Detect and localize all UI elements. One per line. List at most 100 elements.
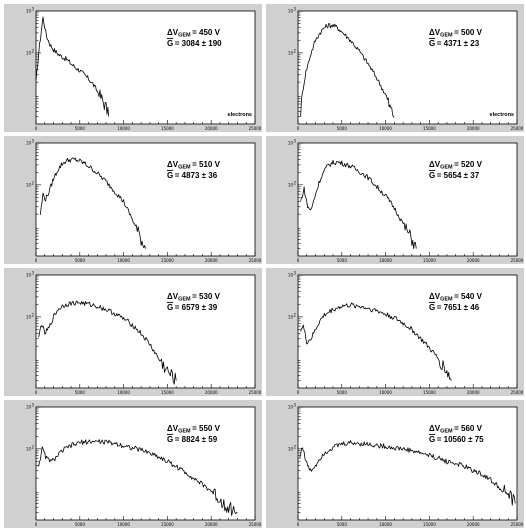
y-tick-exponent: 2 [32,444,35,449]
y-tick-exponent: 3 [294,7,297,12]
delta-v-annotation: ΔVGEM = 510 V [167,160,221,171]
plot-frame [35,10,256,125]
gain-annotation: G = 5654 ± 37 [429,171,480,180]
delta-v-label: ΔV [429,160,441,169]
x-tick-label: 5000 [337,258,348,263]
spectrum-series-line [38,439,238,516]
x-tick-label: 5000 [75,126,86,131]
delta-v-annotation: ΔVGEM = 540 V [429,292,483,303]
gain-annotation: G = 8824 ± 59 [167,435,218,444]
spectrum-panel: 0 5000 10000 15000 20000 25000 10 2 10 3 ΔVGEM = 53… [4,268,262,396]
gain-value: = 3084 ± 190 [175,39,222,48]
y-tick-exponent: 3 [32,139,35,144]
gain-annotation: G = 4873 ± 36 [167,171,218,180]
x-tick-label: 0 [35,522,38,527]
gain-label: G [167,303,173,312]
y-tick-exponent: 2 [32,48,35,53]
x-tick-label: 5000 [75,258,86,263]
spectrum-panel: 0 5000 10000 15000 20000 25000 10 2 10 3 ΔVGEM = 52… [266,136,524,264]
gain-value: = 5654 ± 37 [437,171,480,180]
x-tick-label: 25000 [511,522,524,527]
y-tick-exponent: 3 [32,403,35,408]
x-tick-label: 5000 [337,522,348,527]
x-tick-label: 15000 [423,390,436,395]
delta-v-value: = 510 V [192,160,220,169]
y-tick-label: 10 [288,141,294,146]
x-tick-label: 20000 [205,390,218,395]
plot-frame [297,406,518,521]
delta-v-annotation: ΔVGEM = 520 V [429,160,483,171]
delta-v-label: ΔV [167,160,179,169]
delta-v-value: = 540 V [454,292,482,301]
spectrum-panel: 0 5000 10000 15000 20000 25000 10 2 10 3 ΔVGEM = 45… [4,4,262,132]
y-tick-label: 10 [26,273,32,278]
x-tick-label: 25000 [249,126,262,131]
delta-v-annotation: ΔVGEM = 560 V [429,424,483,435]
x-tick-label: 15000 [161,126,174,131]
gain-annotation: G = 3084 ± 190 [167,39,222,48]
x-tick-label: 20000 [467,126,480,131]
x-tick-label: 15000 [161,522,174,527]
x-tick-label: 0 [297,258,300,263]
y-tick-label: 10 [26,50,32,55]
gain-annotation: G = 7651 ± 46 [429,303,480,312]
y-tick-label: 10 [288,446,294,451]
delta-v-value: = 530 V [192,292,220,301]
x-tick-label: 5000 [337,390,348,395]
x-tick-label: 20000 [467,258,480,263]
y-tick-exponent: 3 [294,403,297,408]
delta-v-value: = 560 V [454,424,482,433]
y-tick-label: 10 [288,9,294,14]
x-tick-label: 25000 [249,522,262,527]
delta-v-label: ΔV [167,424,179,433]
x-tick-label: 15000 [423,258,436,263]
plot-frame [297,10,518,125]
x-tick-label: 10000 [379,258,392,263]
delta-v-subscript: GEM [178,165,191,171]
x-tick-label: 20000 [205,522,218,527]
y-tick-label: 10 [26,182,32,187]
y-tick-exponent: 2 [294,48,297,53]
x-tick-label: 10000 [379,390,392,395]
spectrum-series-line [300,159,417,250]
gain-annotation: G = 10560 ± 75 [429,435,484,444]
gain-annotation: G = 6579 ± 39 [167,303,218,312]
y-tick-exponent: 2 [294,180,297,185]
gain-label: G [429,39,435,48]
x-tick-label: 0 [297,522,300,527]
x-tick-label: 20000 [467,390,480,395]
x-tick-label: 0 [35,390,38,395]
x-tick-label: 5000 [75,522,86,527]
y-tick-exponent: 3 [32,7,35,12]
spectrum-series-line [300,302,452,381]
delta-v-subscript: GEM [178,297,191,303]
gain-label: G [167,39,173,48]
delta-v-value: = 450 V [192,28,220,37]
spectrum-series-line [38,300,177,385]
delta-v-label: ΔV [167,292,179,301]
delta-v-subscript: GEM [440,165,453,171]
gain-value: = 6579 ± 39 [175,303,218,312]
plot-frame [35,142,256,257]
y-tick-label: 10 [288,314,294,319]
gain-value: = 10560 ± 75 [437,435,484,444]
y-tick-label: 10 [288,273,294,278]
gain-label: G [429,171,435,180]
plot-frame [35,406,256,521]
delta-v-subscript: GEM [178,429,191,435]
delta-v-label: ΔV [429,292,441,301]
delta-v-annotation: ΔVGEM = 500 V [429,28,483,39]
x-tick-label: 10000 [379,126,392,131]
gain-label: G [429,435,435,444]
delta-v-subscript: GEM [440,33,453,39]
x-tick-label: 10000 [117,258,130,263]
spectrum-series-line [35,16,110,117]
y-tick-exponent: 3 [294,271,297,276]
